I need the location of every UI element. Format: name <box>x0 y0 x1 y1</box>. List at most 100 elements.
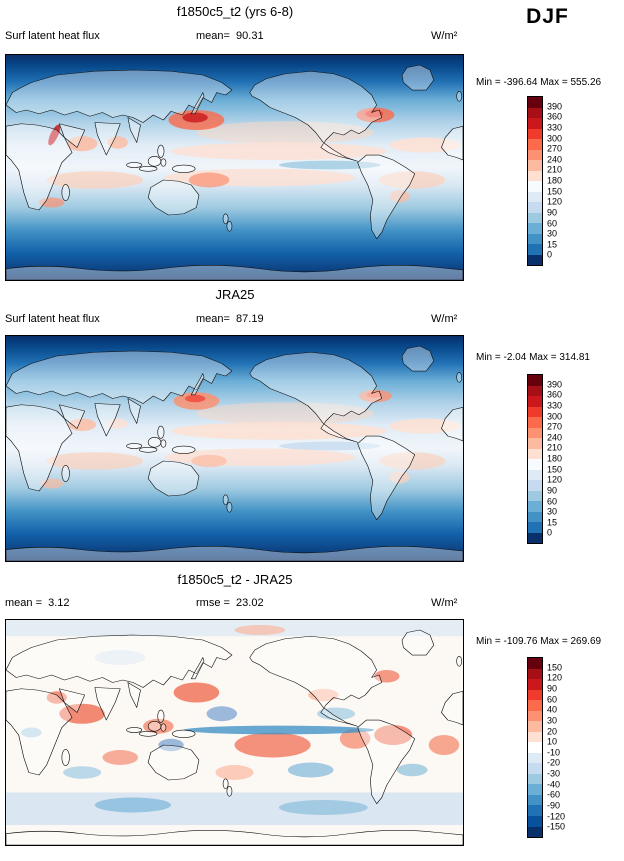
colorbar-bar <box>527 96 543 266</box>
colorbar-segment <box>528 254 542 265</box>
colorbar-tick-label: 0 <box>547 527 553 538</box>
colorbar-tick-label: 90 <box>547 485 558 496</box>
colorbar-segment <box>528 417 542 428</box>
panel-model-units-label: W/m² <box>431 30 458 42</box>
colorbar-ticks: 390 360 330 300 270 240 210 180 150 120 90 60 30 15 0 <box>547 374 583 544</box>
colorbar-bar <box>527 374 543 544</box>
colorbar-ticks: 390 360 330 300 270 240 210 180 150 120 90 60 30 15 0 <box>547 96 583 266</box>
colorbar-segment <box>528 212 542 223</box>
colorbar-tick-label: -10 <box>547 747 561 758</box>
colorbar-segment <box>528 763 542 774</box>
colorbar-tick-label: 390 <box>547 379 563 390</box>
colorbar-tick-label: 240 <box>547 432 563 443</box>
colorbar-tick-label: 270 <box>547 143 563 154</box>
colorbar-tick-label: 15 <box>547 517 558 528</box>
colorbar-segment <box>528 794 542 806</box>
colorbar-tick-label: 180 <box>547 175 563 186</box>
colorbar-segment <box>528 170 542 181</box>
panel-model-minmax: Min = -396.64 Max = 555.26 <box>476 77 602 88</box>
colorbar-tick-label: 210 <box>547 442 563 453</box>
colorbar-segment <box>528 469 542 480</box>
colorbar-bar <box>527 657 543 838</box>
difference-field-overlay <box>6 620 463 825</box>
colorbar-segment <box>528 490 542 501</box>
colorbar-segment <box>528 480 542 491</box>
colorbar-obs: 390 360 330 300 270 240 210 180 150 120 90 60 30 15 0 <box>527 374 583 544</box>
colorbar-segment <box>528 679 542 690</box>
colorbar-segment <box>528 710 542 722</box>
colorbar-segment <box>528 181 542 192</box>
colorbar-tick-label: 360 <box>547 111 563 122</box>
colorbar-tick-label: 120 <box>547 672 563 683</box>
colorbar-tick-label: -150 <box>547 821 566 832</box>
colorbar-tick-label: 270 <box>547 421 563 432</box>
colorbar-segment <box>528 427 542 438</box>
colorbar-tick-label: 210 <box>547 164 563 175</box>
colorbar-segment <box>528 815 542 827</box>
colorbar-tick-label: 150 <box>547 186 563 197</box>
colorbar-model: 390 360 330 300 270 240 210 180 150 120 90 60 30 15 0 <box>527 96 583 266</box>
colorbar-tick-label: 30 <box>547 506 558 517</box>
colorbar-segment <box>528 160 542 171</box>
colorbar-segment <box>528 406 542 417</box>
colorbar-tick-label: 240 <box>547 154 563 165</box>
panel-obs-title: JRA25 <box>215 287 255 302</box>
panel-difference-rmse-stat: rmse = 23.02 <box>196 597 264 609</box>
colorbar-segment <box>528 191 542 202</box>
panel-obs-variable-label: Surf latent heat flux <box>5 313 100 325</box>
flux-field-overlay <box>40 389 461 489</box>
colorbar-segment <box>528 773 542 785</box>
world-map-difference <box>5 619 464 846</box>
panel-model-variable-label: Surf latent heat flux <box>5 30 100 42</box>
colorbar-segment <box>528 522 542 533</box>
colorbar-segment <box>528 149 542 160</box>
colorbar-segment <box>528 385 542 396</box>
colorbar-tick-label: 20 <box>547 726 558 737</box>
colorbar-tick-label: -40 <box>547 779 561 790</box>
panel-difference-units-label: W/m² <box>431 597 458 609</box>
world-map-obs <box>5 335 464 562</box>
colorbar-tick-label: 10 <box>547 736 558 747</box>
season-label: DJF <box>526 5 569 28</box>
colorbar-segment <box>528 501 542 512</box>
colorbar-segment <box>528 784 542 795</box>
panel-difference-minmax: Min = -109.76 Max = 269.69 <box>476 636 602 647</box>
colorbar-tick-label: 15 <box>547 239 558 250</box>
colorbar-tick-label: 150 <box>547 662 563 673</box>
colorbar-tick-label: 300 <box>547 411 563 421</box>
panel-obs-mean-stat: mean= 87.19 <box>196 313 264 325</box>
colorbar-segment <box>528 438 542 449</box>
colorbar-segment <box>528 668 542 680</box>
colorbar-tick-label: -20 <box>547 757 561 768</box>
colorbar-segment <box>528 742 542 753</box>
colorbar-segment <box>528 396 542 407</box>
colorbar-difference: 150 120 90 60 40 30 20 10 -10 -20 -30 -40 -60 -90 -120… <box>527 657 583 838</box>
colorbar-ticks: 150 120 90 60 40 30 20 10 -10 -20 -30 -40 -60 -90 -120… <box>547 657 583 838</box>
colorbar-tick-label: 120 <box>547 474 563 485</box>
colorbar-tick-label: 30 <box>547 228 558 239</box>
colorbar-segment <box>528 139 542 150</box>
colorbar-tick-label: 60 <box>547 496 558 506</box>
colorbar-tick-label: 60 <box>547 218 558 228</box>
colorbar-segment <box>528 689 542 701</box>
colorbar-tick-label: 390 <box>547 101 563 112</box>
colorbar-tick-label: 0 <box>547 249 553 260</box>
colorbar-tick-label: -90 <box>547 800 561 811</box>
colorbar-segment <box>528 459 542 470</box>
panel-obs-units-label: W/m² <box>431 313 458 325</box>
colorbar-tick-label: 180 <box>547 453 563 464</box>
colorbar-segment <box>528 700 542 711</box>
colorbar-segment <box>528 233 542 244</box>
colorbar-segment <box>528 752 542 764</box>
panel-difference-mean-stat: mean = 3.12 <box>5 597 70 609</box>
colorbar-segment <box>528 118 542 129</box>
colorbar-tick-label: 60 <box>547 694 558 705</box>
world-map-model <box>5 54 464 281</box>
colorbar-tick-label: 40 <box>547 704 558 715</box>
colorbar-segment <box>528 658 542 669</box>
colorbar-tick-label: 330 <box>547 400 563 411</box>
colorbar-tick-label: 30 <box>547 715 558 726</box>
panel-difference-title: f1850c5_t2 - JRA25 <box>177 572 293 587</box>
colorbar-segment <box>528 97 542 108</box>
